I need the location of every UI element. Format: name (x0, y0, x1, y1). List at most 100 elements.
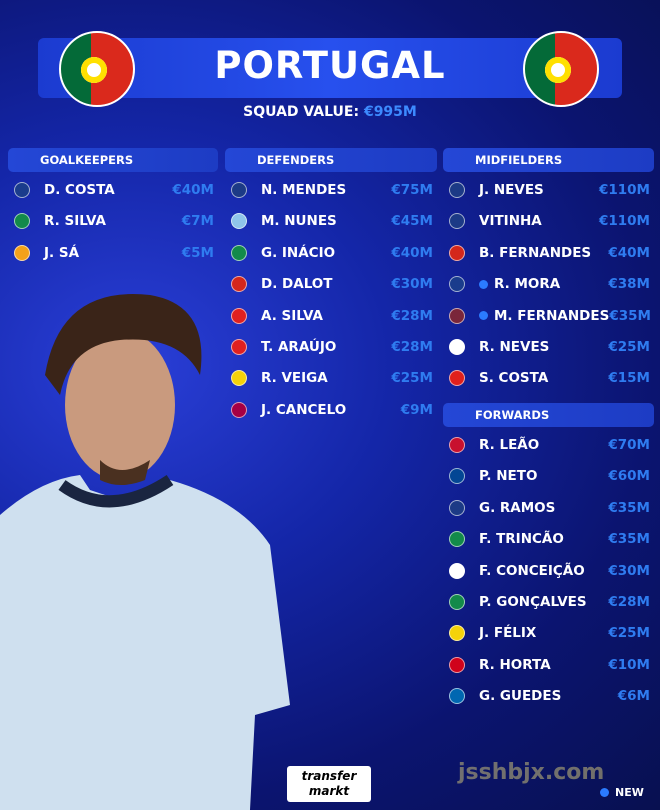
al-hilal-crest-icon (449, 339, 465, 355)
player-name: F. TRINCÃO (479, 531, 564, 548)
player-name: N. MENDES (261, 182, 347, 198)
new-dot-icon (600, 788, 609, 797)
porto-crest-icon (14, 182, 30, 198)
player-value: €110M (598, 182, 650, 198)
section-header-midfielders: MIDFIELDERS (443, 148, 654, 172)
player-name: F. CONCEIÇÃO (479, 562, 585, 579)
player-value: €30M (608, 562, 650, 579)
section-header-defenders: DEFENDERS (225, 148, 437, 172)
player-row: R. NEVES €25M (445, 335, 650, 359)
west-ham-crest-icon (449, 307, 465, 324)
new-dot-icon (479, 311, 488, 321)
player-name: VITINHA (479, 213, 542, 230)
player-row: G. RAMOS €35M (445, 496, 650, 520)
transfermarkt-logo: transfer markt (287, 766, 371, 802)
real-sociedad-crest-icon (449, 688, 465, 705)
player-photo (0, 294, 290, 810)
player-name: J. CANCELO (261, 401, 347, 418)
player-name: G. INÁCIO (261, 244, 336, 261)
ac-milan-crest-icon (449, 437, 465, 453)
man-united-crest-icon (449, 244, 465, 261)
sporting-crest-icon (449, 531, 465, 548)
porto-crest-icon (449, 276, 465, 293)
player-row: R. MORA €38M (445, 272, 650, 296)
new-legend: NEW (600, 786, 644, 799)
player-value: €25M (391, 370, 433, 387)
player-row: J. NEVES €110M (445, 178, 650, 202)
player-row: F. CONCEIÇÃO €30M (445, 559, 650, 583)
player-name: D. DALOT (261, 276, 333, 293)
player-row: S. COSTA €15M (445, 366, 650, 390)
villarreal-crest-icon (231, 370, 247, 387)
sporting-crest-icon (449, 594, 465, 610)
benfica-crest-icon (231, 307, 247, 324)
benfica-crest-icon (231, 339, 247, 355)
player-name: R. LEÃO (479, 437, 540, 453)
player-row: F. TRINCÃO €35M (445, 527, 650, 551)
player-row: B. FERNANDES €40M (445, 241, 650, 265)
player-row: R. LEÃO €70M (445, 433, 650, 457)
player-row: D. DALOT €30M (227, 272, 433, 296)
player-value: €9M (400, 401, 433, 418)
player-value: €28M (391, 307, 433, 324)
player-name: M. FERNANDES (494, 307, 610, 324)
player-value: €70M (608, 437, 650, 453)
player-row: VITINHA €110M (445, 209, 650, 233)
portugal-flag-icon (523, 31, 599, 107)
player-value: €15M (608, 370, 650, 387)
juventus-crest-icon (449, 562, 465, 579)
section-header-forwards: FORWARDS (443, 403, 654, 427)
player-row: G. GUEDES €6M (445, 684, 650, 708)
player-row: J. SÁ €5M (10, 241, 214, 265)
player-value: €45M (391, 213, 433, 230)
player-row: G. INÁCIO €40M (227, 241, 433, 265)
player-name: P. GONÇALVES (479, 594, 587, 610)
player-name: R. SILVA (44, 213, 106, 230)
player-name: R. MORA (494, 276, 561, 293)
mallorca-crest-icon (449, 370, 465, 387)
man-united-crest-icon (231, 276, 247, 293)
new-dot-icon (479, 279, 488, 289)
wolves-crest-icon (14, 244, 30, 261)
player-value: €75M (391, 182, 433, 198)
player-row: R. VEIGA €25M (227, 366, 433, 390)
player-value: €40M (172, 182, 214, 198)
player-row: P. NETO €60M (445, 464, 650, 488)
barcelona-crest-icon (231, 401, 247, 418)
player-row: D. COSTA €40M (10, 178, 214, 202)
player-name: J. SÁ (44, 244, 80, 261)
player-value: €28M (391, 339, 433, 355)
psg-crest-icon (449, 499, 465, 516)
player-name: J. NEVES (479, 182, 544, 198)
psg-crest-icon (449, 213, 465, 230)
player-row: M. NUNES €45M (227, 209, 433, 233)
player-value: €110M (598, 213, 650, 230)
player-name: S. COSTA (479, 370, 549, 387)
player-name: R. HORTA (479, 656, 551, 673)
player-value: €40M (608, 244, 650, 261)
player-value: €35M (608, 499, 650, 516)
player-value: €35M (609, 307, 651, 324)
player-row: T. ARAÚJO €28M (227, 335, 433, 359)
player-name: P. NETO (479, 468, 538, 485)
player-name: G. RAMOS (479, 499, 556, 516)
squad-value: SQUAD VALUE: €995M (243, 104, 417, 120)
player-name: D. COSTA (44, 182, 115, 198)
player-value: €60M (608, 468, 650, 485)
watermark: jsshbjx.com (458, 760, 605, 785)
sporting-crest-icon (231, 244, 247, 261)
psg-crest-icon (231, 182, 247, 198)
player-name: R. NEVES (479, 339, 550, 355)
player-name: G. GUEDES (479, 688, 562, 705)
player-row: P. GONÇALVES €28M (445, 590, 650, 614)
al-nassr-crest-icon (449, 625, 465, 642)
portugal-flag-icon (59, 31, 135, 107)
player-value: €28M (608, 594, 650, 610)
sporting-crest-icon (14, 213, 30, 230)
player-name: A. SILVA (261, 307, 323, 324)
player-row: N. MENDES €75M (227, 178, 433, 202)
player-row: R. SILVA €7M (10, 209, 214, 233)
player-row: R. HORTA €10M (445, 653, 650, 677)
player-value: €7M (181, 213, 214, 230)
player-name: M. NUNES (261, 213, 337, 230)
